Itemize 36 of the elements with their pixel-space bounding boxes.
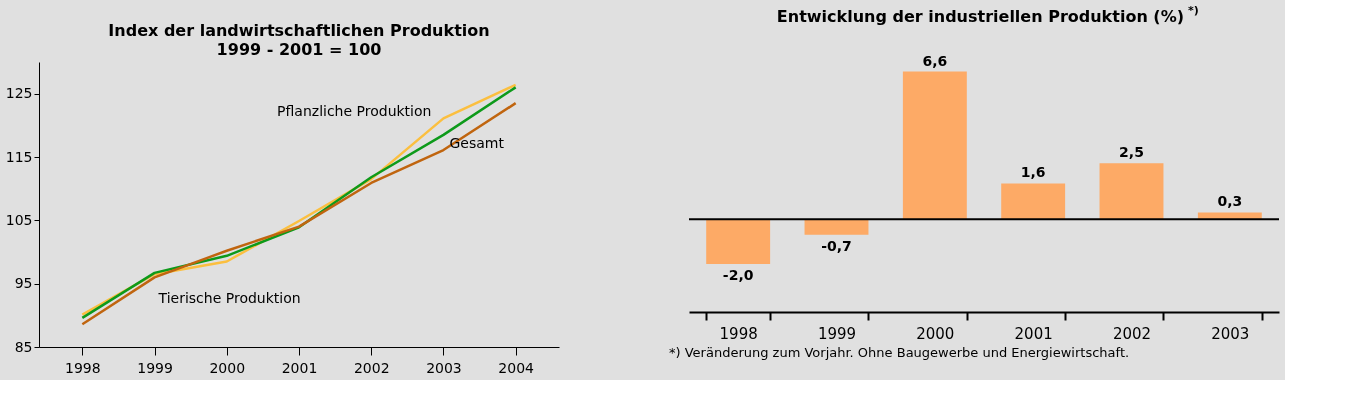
bar — [1099, 163, 1164, 220]
x-tick-label: 1998 — [65, 359, 101, 376]
x-tick-label: 2003 — [426, 359, 462, 376]
x-tick-label: 1998 — [719, 324, 758, 343]
y-tick-label: 85 — [14, 338, 33, 355]
x-tick-label: 2002 — [353, 359, 390, 376]
x-tick-label: 2001 — [281, 359, 318, 376]
x-tick-label: 2002 — [1112, 324, 1152, 343]
chart-subtitle: 1999 - 2001 = 100 — [216, 40, 382, 59]
bar — [804, 219, 869, 235]
data-label: 6,6 — [922, 52, 948, 69]
bar — [1001, 183, 1066, 220]
x-tick-label: 2003 — [1211, 324, 1250, 343]
y-tick-label: 95 — [14, 275, 33, 292]
x-tick-label: 2004 — [498, 359, 535, 376]
y-tick-label: 115 — [5, 148, 33, 165]
series-label: Tierische Produktion — [157, 290, 301, 307]
chart-title: Entwicklung der industriellen Produktion (%) *) — [776, 4, 1199, 26]
x-tick-label: 2001 — [1014, 324, 1053, 343]
bar — [902, 71, 967, 220]
text: *) Veränderung zum Vorjahr. Ohne Baugewerbe und Energiewirtschaft. — [669, 345, 1130, 360]
x-tick-label: 2000 — [916, 324, 955, 343]
y-tick-label: 125 — [5, 85, 33, 102]
x-tick-label: 1999 — [137, 359, 173, 376]
data-label: -0,7 — [821, 237, 852, 254]
x-tick-label: 1999 — [817, 324, 857, 343]
data-label: 2,5 — [1119, 144, 1144, 161]
series-label: Pflanzliche Produktion — [277, 103, 432, 120]
data-label: 1,6 — [1020, 164, 1046, 181]
bar — [1197, 212, 1262, 220]
y-tick-label: 105 — [5, 211, 33, 228]
bar — [706, 219, 771, 264]
data-label: 0,3 — [1217, 193, 1243, 210]
data-label: -2,0 — [722, 266, 754, 283]
chart-title: Index der landwirtschaftlichen Produktion — [108, 21, 490, 40]
x-tick-label: 2000 — [209, 359, 246, 376]
